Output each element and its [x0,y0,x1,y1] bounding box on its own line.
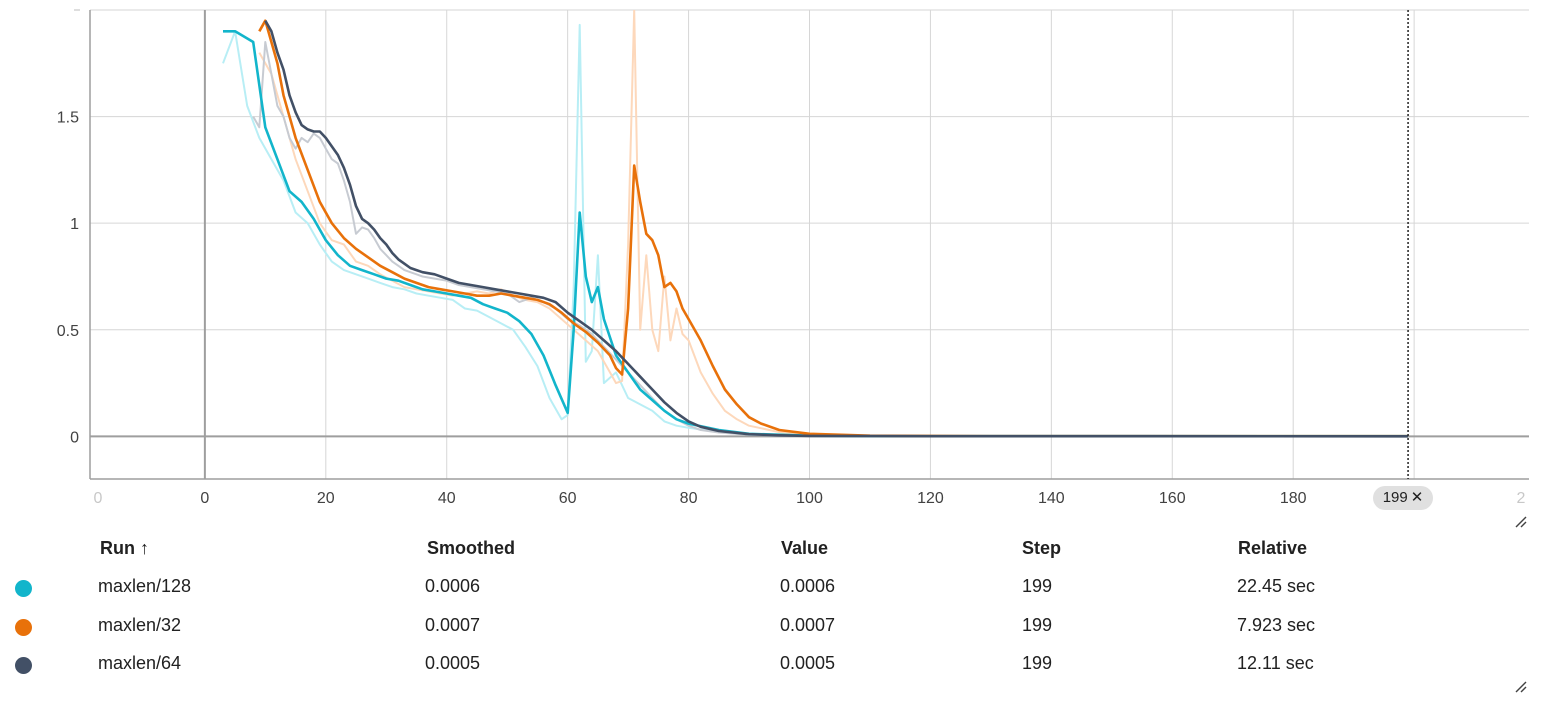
x-tick-label-faded: 2 [1517,490,1526,507]
value: 0.0006 [780,576,836,596]
run-color-dot-icon [15,619,32,636]
x-tick-label: 120 [917,490,944,507]
table-row[interactable]: maxlen/64 0.0005 0.0005 199 12.11 sec [0,645,1551,683]
series-raw-line-0 [222,23,1409,438]
resize-handle-icon[interactable] [1513,514,1527,528]
run-color-dot-icon [15,657,32,674]
step-cursor-chip[interactable]: 199 ✕ [1373,486,1433,510]
chart-panel[interactable]: 0 20 40 60 80 100 120 140 160 180 0 2 0 0.5 1 1.5 199 ✕ [0,0,1551,528]
table-row[interactable]: maxlen/128 0.0006 0.0006 199 22.45 sec [0,568,1551,606]
y-tick-label: 0 [70,429,79,446]
value: 0.0005 [780,653,836,673]
smoothed-series-layer [223,19,1409,438]
step-chip-label: 199 [1382,489,1408,506]
x-tick-label: 20 [317,490,335,507]
value: 0.0007 [780,615,836,635]
relative-time: 7.923 sec [1237,615,1316,635]
run-name: maxlen/64 [98,653,182,673]
step-value: 199 [1022,576,1053,596]
x-tick-label: 80 [680,490,698,507]
relative-time: 22.45 sec [1237,576,1316,596]
x-tick-label: 40 [438,490,456,507]
x-tick-label: 100 [796,490,823,507]
header-smoothed[interactable]: Smoothed [427,538,515,558]
run-name: maxlen/128 [98,576,192,596]
y-tick-label: 1.5 [57,110,79,127]
x-tick-label: 160 [1159,490,1186,507]
x-tick-label: 140 [1038,490,1065,507]
relative-time: 12.11 sec [1237,653,1314,673]
series-smoothed-line-2 [264,20,1409,438]
run-name: maxlen/32 [98,615,182,635]
close-icon[interactable]: ✕ [1410,489,1424,506]
header-relative[interactable]: Relative [1238,538,1308,558]
y-tick-label: 0.5 [57,323,79,340]
smoothed-value: 0.0005 [425,653,481,673]
header-run[interactable]: Run ↑ [100,538,149,558]
step-value: 199 [1022,653,1053,673]
x-tick-label: 180 [1280,490,1307,507]
y-tick-label: 1 [70,216,79,233]
step-value: 199 [1022,615,1053,635]
resize-handle-icon[interactable] [1513,679,1527,693]
run-color-dot-icon [15,580,32,597]
smoothed-value: 0.0007 [425,615,481,635]
chart-grid [90,9,1529,479]
header-value[interactable]: Value [781,538,829,558]
x-tick-label: 60 [559,490,577,507]
series-smoothed-line-1 [258,19,1409,438]
x-tick-label-faded: 0 [94,490,103,507]
header-step[interactable]: Step [1022,538,1062,558]
series-raw-line-2 [252,41,1409,438]
table-row[interactable]: maxlen/32 0.0007 0.0007 199 7.923 sec [0,607,1551,645]
x-tick-label: 0 [200,490,209,507]
series-smoothed-line-0 [223,30,1409,438]
smoothed-value: 0.0006 [425,576,481,596]
